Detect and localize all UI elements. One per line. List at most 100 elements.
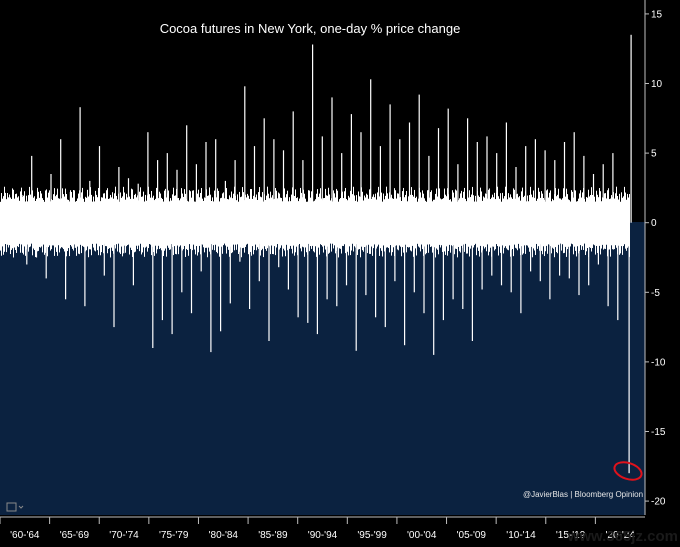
band-segment xyxy=(410,194,411,251)
bar xyxy=(282,150,285,223)
band-segment xyxy=(131,188,132,250)
band-segment xyxy=(339,199,340,249)
bar xyxy=(617,222,619,321)
band-segment xyxy=(248,195,249,255)
bar xyxy=(31,155,33,223)
band-segment xyxy=(581,197,582,250)
band-segment xyxy=(129,196,130,255)
band-segment xyxy=(50,201,51,251)
band-segment xyxy=(589,196,590,248)
band-segment xyxy=(259,187,260,244)
band-segment xyxy=(464,187,465,252)
band-segment xyxy=(51,199,52,250)
band-segment xyxy=(306,201,307,253)
band-segment xyxy=(238,201,239,254)
band-segment xyxy=(151,190,152,256)
band-segment xyxy=(573,197,574,255)
band-segment xyxy=(78,193,79,254)
band-segment xyxy=(449,199,450,245)
bar xyxy=(26,222,28,265)
band-segment xyxy=(331,198,332,252)
band-segment xyxy=(304,193,305,257)
band-segment xyxy=(211,200,212,245)
band-segment xyxy=(115,186,116,249)
band-segment xyxy=(119,201,120,253)
band-segment xyxy=(83,198,84,247)
band-segment xyxy=(175,195,176,254)
band-segment xyxy=(88,196,89,258)
band-segment xyxy=(267,186,268,249)
band-segment xyxy=(72,197,73,249)
band-segment xyxy=(425,200,426,255)
band-segment xyxy=(530,186,531,250)
band-segment xyxy=(134,194,135,253)
band-segment xyxy=(561,199,562,251)
band-segment xyxy=(81,192,82,254)
band-segment xyxy=(388,198,389,249)
bar xyxy=(471,222,473,341)
band-segment xyxy=(328,187,329,254)
band-segment xyxy=(204,197,205,253)
band-segment xyxy=(558,188,559,245)
band-segment xyxy=(111,197,112,248)
x-tick-label: '15-'19 xyxy=(556,530,586,541)
band-segment xyxy=(626,199,627,251)
chart-menu-chevron-icon[interactable] xyxy=(18,505,24,509)
band-segment xyxy=(532,197,533,258)
band-segment xyxy=(49,190,50,246)
bar xyxy=(161,222,163,321)
band-segment xyxy=(162,198,163,245)
band-segment xyxy=(244,200,245,253)
band-segment xyxy=(255,197,256,245)
band-segment xyxy=(329,194,330,253)
bottom-axis-panel xyxy=(0,515,680,547)
band-segment xyxy=(280,197,281,248)
bar xyxy=(258,222,260,282)
band-segment xyxy=(194,201,195,250)
bar xyxy=(21,194,23,223)
band-segment xyxy=(216,197,217,252)
band-segment xyxy=(13,189,14,258)
band-segment xyxy=(217,188,218,254)
band-segment xyxy=(256,194,257,251)
bar xyxy=(312,44,314,223)
band-segment xyxy=(418,198,419,247)
band-segment xyxy=(243,192,244,248)
band-segment xyxy=(514,189,515,245)
band-segment xyxy=(604,193,605,249)
band-segment xyxy=(382,201,383,257)
band-segment xyxy=(320,188,321,245)
band-segment xyxy=(27,201,28,245)
band-segment xyxy=(440,198,441,248)
band-segment xyxy=(155,198,156,246)
band-segment xyxy=(130,198,131,248)
band-segment xyxy=(241,196,242,258)
band-segment xyxy=(342,191,343,246)
band-segment xyxy=(313,201,314,252)
band-segment xyxy=(116,195,117,245)
bar xyxy=(244,86,246,223)
band-segment xyxy=(504,196,505,248)
bar xyxy=(307,222,309,323)
band-segment xyxy=(4,186,5,252)
bar xyxy=(578,222,580,296)
band-segment xyxy=(509,197,510,246)
x-axis-ticks: '60-'64 '65-'69 '70-'74 '75-'79 '80-'84 '85-'… xyxy=(0,516,645,541)
bar xyxy=(253,146,256,223)
band-segment xyxy=(356,195,357,245)
band-segment xyxy=(102,197,103,246)
band-segment xyxy=(226,188,227,254)
band-segment xyxy=(258,192,259,249)
chart-menu-icon[interactable] xyxy=(6,502,17,512)
band-segment xyxy=(91,194,92,256)
band-segment xyxy=(263,201,264,258)
band-segment xyxy=(384,199,385,252)
band-segment xyxy=(52,200,53,246)
band-segment xyxy=(402,191,403,248)
band-segment xyxy=(291,194,292,249)
band-segment xyxy=(442,198,443,252)
band-segment xyxy=(344,191,345,245)
bar xyxy=(413,222,415,293)
band-segment xyxy=(441,199,442,246)
band-segment xyxy=(266,195,267,251)
